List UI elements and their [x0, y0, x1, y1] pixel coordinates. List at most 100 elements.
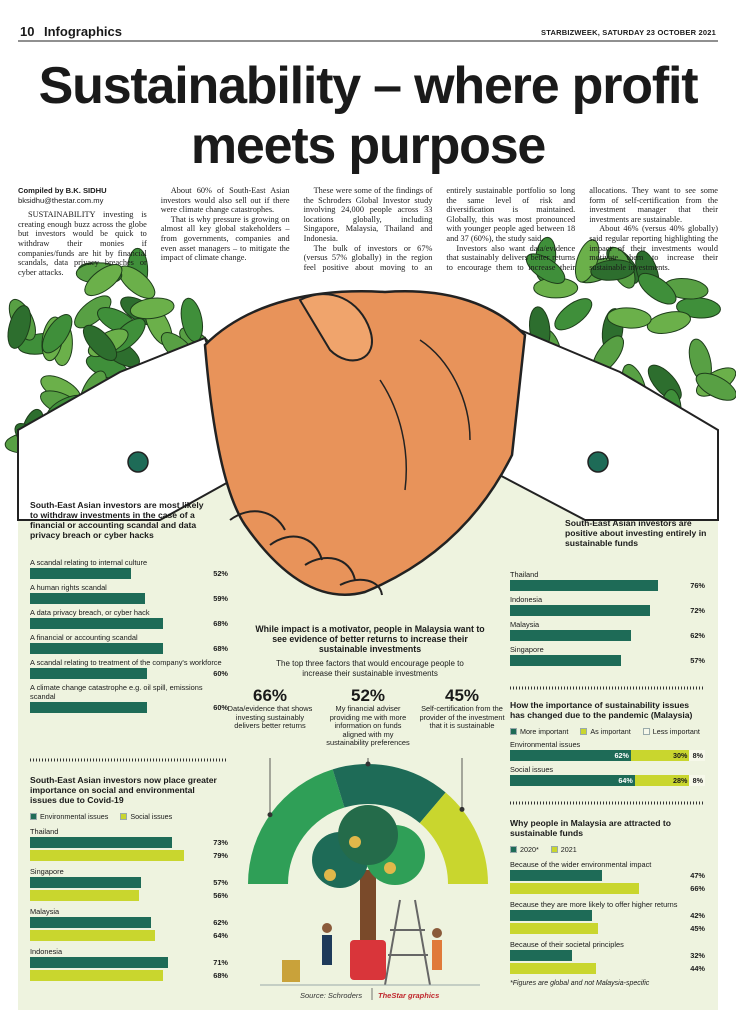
bar-row: 76% — [510, 580, 705, 591]
paragraph: Investors also want data/evidence that s… — [446, 186, 718, 272]
category-label: A climate change catastrophe e.g. oil sp… — [30, 683, 203, 701]
value-label: 57% — [690, 656, 705, 665]
bar-row: 45% — [510, 923, 705, 934]
legend-label: 2020* — [520, 845, 539, 854]
legend-label: Social issues — [130, 812, 173, 821]
legend-swatch — [510, 846, 517, 853]
bar — [510, 605, 651, 616]
category-label: A scandal relating to treatment of the c… — [30, 658, 222, 667]
value-label: 60% — [213, 669, 228, 678]
value-label: 59% — [213, 594, 228, 603]
value-label: 44% — [690, 964, 705, 973]
legend-label: 2021 — [560, 845, 577, 854]
value-label: 68% — [213, 619, 228, 628]
bar-row: 79% — [30, 850, 228, 861]
value-label: 52% — [213, 569, 228, 578]
legend-item: 2021 — [550, 845, 577, 854]
value-label: 73% — [213, 838, 228, 847]
category-label: A human rights scandal — [30, 583, 107, 592]
tree-canopy — [338, 805, 398, 865]
tree-trunk — [360, 870, 376, 940]
category-label: Indonesia — [30, 947, 63, 956]
leaf — [41, 314, 73, 354]
legend-item: Social issues — [120, 812, 172, 821]
bar-group: Thailand 73% 79% — [30, 827, 228, 861]
value-label: 64% — [618, 776, 633, 785]
legend-swatch — [580, 728, 588, 735]
bar — [30, 930, 155, 941]
bar-row: 66% — [510, 883, 705, 894]
leaf — [74, 295, 112, 329]
bar — [30, 917, 151, 928]
chart-title: South-East Asian investors now place gre… — [30, 775, 217, 805]
legend: 2020* 2021 — [510, 845, 705, 854]
bar-row: 59% — [30, 593, 228, 604]
leaf — [82, 324, 118, 361]
byline-author: Compiled by B.K. SIDHU — [18, 186, 147, 196]
right-cufflink — [587, 451, 609, 473]
bar-group: Singapore 57% — [510, 645, 705, 666]
legend-item: As important — [580, 727, 631, 736]
category-label: Singapore — [30, 867, 64, 876]
value-label: 30% — [673, 751, 688, 760]
bar — [510, 910, 592, 921]
chart-title: South-East Asian investors are positive … — [565, 518, 707, 548]
chart-subtitle: The top three factors that would encoura… — [276, 659, 464, 678]
leader-dot — [459, 806, 465, 812]
chart: Thailand 76% Indonesia 72% Malaysia 62% Singap… — [510, 566, 705, 669]
tree-illustration — [260, 805, 480, 986]
category-label: Because of their societal principles — [510, 940, 624, 949]
bar — [30, 890, 140, 901]
legend-item: Less important — [642, 727, 700, 736]
paragraph: These were some of the findings of the S… — [303, 186, 433, 243]
coin-stack — [282, 960, 300, 982]
leaf — [606, 307, 652, 329]
bar-row: 47% — [510, 870, 705, 881]
bar-row: 72% — [510, 605, 705, 616]
category-label: A financial or accounting scandal — [30, 633, 138, 642]
value-label: 45% — [444, 686, 480, 705]
legend-swatch — [510, 728, 517, 735]
bar — [510, 630, 631, 641]
bar-group: Thailand 76% — [510, 570, 705, 591]
leaf — [84, 264, 123, 297]
bar-group: Because of their societal principles 32% 4… — [510, 940, 705, 974]
bar — [30, 668, 147, 679]
category-label: Thailand — [30, 827, 59, 836]
page-number: 10 — [20, 24, 35, 39]
leaf — [590, 259, 636, 281]
bar — [30, 568, 132, 579]
person — [432, 940, 442, 970]
bar-row: 42% — [510, 910, 705, 921]
headline: Sustainability – where profit meets purp… — [38, 57, 699, 175]
bar-group: Because they are more likely to offer hi… — [510, 900, 705, 934]
bar — [510, 883, 639, 894]
bar-group: Malaysia 62% — [510, 620, 705, 641]
value-label: 66% — [252, 686, 288, 705]
bar-group: A scandal relating to treatment of the c… — [30, 658, 228, 679]
leaf — [646, 311, 691, 334]
leader-dot — [365, 761, 371, 767]
legend: More important As important Less important — [510, 727, 705, 736]
coin — [384, 862, 396, 874]
factor-label: My financial adviser providing me with m… — [326, 704, 410, 747]
bar-row: 68% — [30, 970, 228, 981]
category-label: Malaysia — [30, 907, 60, 916]
chart-title: How the importance of sustainability iss… — [510, 700, 693, 720]
category-label: Thailand — [510, 570, 539, 579]
value-label: 72% — [690, 606, 705, 615]
factor-label: Self-certification from the provider of … — [419, 704, 505, 730]
paragraph: That is why pressure is growing on almos… — [160, 214, 290, 263]
chart-title: Why people in Malaysia are attracted to … — [510, 818, 671, 838]
bar-segment: 28% — [634, 775, 690, 786]
value-label: 66% — [690, 884, 705, 893]
factor-label: Data/evidence that shows investing susta… — [227, 704, 313, 730]
bar-row: 44% — [510, 963, 705, 974]
legend-swatch — [550, 846, 558, 853]
value-label: 76% — [690, 581, 705, 590]
value-label: 68% — [213, 644, 228, 653]
bar-row: 56% — [30, 890, 228, 901]
bar-row: 68% — [30, 643, 228, 654]
bar-group: A scandal relating to internal culture 52… — [30, 558, 228, 579]
value-label: 64% — [213, 931, 228, 940]
